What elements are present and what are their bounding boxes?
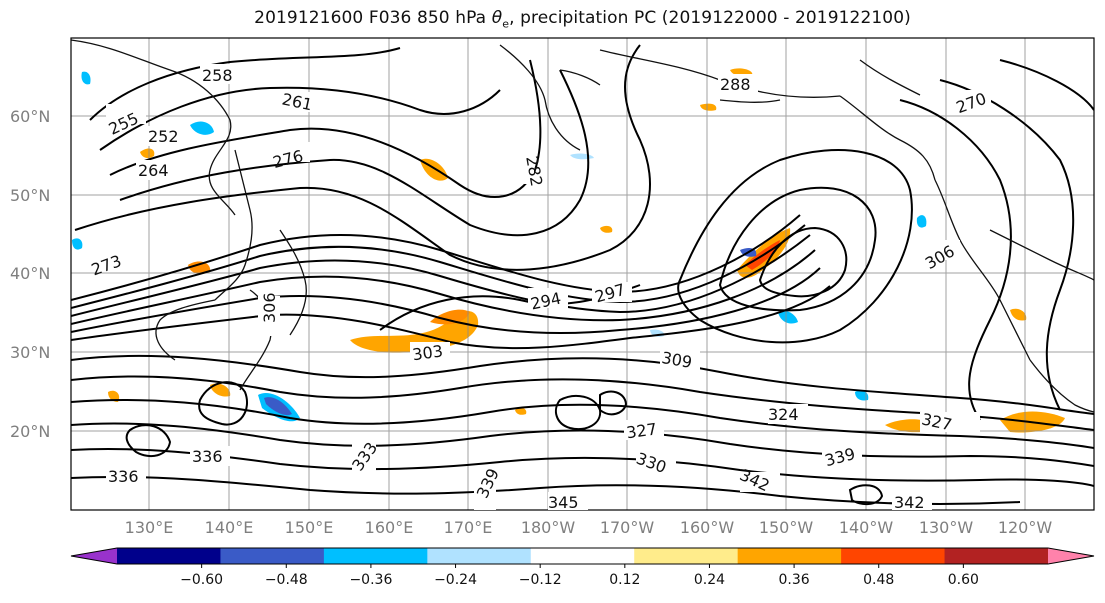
colorbar-segment: [737, 548, 842, 564]
contour-label: 336: [192, 447, 223, 466]
colorbar-extend-high: [1048, 548, 1094, 564]
colorbar-segments: [117, 548, 1049, 564]
colorbar-extend-low: [71, 548, 117, 564]
svg-text:140°E: 140°E: [205, 518, 254, 537]
colorbar-tick-label: −0.12: [519, 572, 562, 588]
contour-label: 324: [768, 405, 799, 424]
contour-label: 264: [138, 161, 169, 180]
contour-label: 342: [894, 493, 925, 512]
colorbar: −0.60 −0.48 −0.36 −0.24 −0.12 0.12 0.24 0.36 0.4…: [70, 547, 1095, 588]
svg-text:160°E: 160°E: [365, 518, 414, 537]
colorbar-tick-label: 0.48: [863, 572, 894, 588]
svg-text:40°N: 40°N: [10, 264, 50, 283]
colorbar-segment: [117, 548, 221, 564]
contour-label: 327: [625, 419, 658, 442]
svg-text:60°N: 60°N: [10, 107, 50, 126]
map-panel: [71, 38, 1094, 510]
svg-text:170°E: 170°E: [444, 518, 493, 537]
colorbar-segment: [944, 548, 1049, 564]
svg-text:180°W: 180°W: [521, 518, 576, 537]
svg-text:30°N: 30°N: [10, 343, 50, 362]
contour-label: 288: [720, 75, 751, 94]
colorbar-segment: [841, 548, 946, 564]
colorbar-tick-label: 0.60: [948, 572, 979, 588]
svg-text:130°W: 130°W: [919, 518, 974, 537]
coastlines: [71, 39, 1094, 413]
colorbar-segment: [323, 548, 428, 564]
svg-text:120°W: 120°W: [998, 518, 1053, 537]
colorbar-tick-label: 0.36: [779, 572, 810, 588]
colorbar-tick-label: −0.48: [265, 572, 308, 588]
lon-labels: 130°E 140°E 150°E 160°E 170°E 180°W 170°…: [125, 518, 1053, 537]
lat-labels: 60°N 50°N 40°N 30°N 20°N: [10, 107, 50, 441]
colorbar-segment: [427, 548, 532, 564]
contour-labels: 258 261 255 252 264 276 282 288 270 273 …: [88, 64, 991, 512]
contour-label: 258: [202, 66, 233, 85]
colorbar-segment: [530, 548, 635, 564]
svg-text:160°W: 160°W: [680, 518, 735, 537]
svg-text:50°N: 50°N: [10, 186, 50, 205]
contour-label: 306: [260, 292, 279, 323]
colorbar-ticks: −0.60 −0.48 −0.36 −0.24 −0.12 0.12 0.24 0.36 0.4…: [180, 564, 979, 588]
svg-text:140°W: 140°W: [839, 518, 894, 537]
svg-text:170°W: 170°W: [600, 518, 655, 537]
colorbar-tick-label: −0.36: [349, 572, 392, 588]
svg-text:150°W: 150°W: [759, 518, 814, 537]
colorbar-segment: [634, 548, 739, 564]
contour-label: 303: [411, 341, 444, 364]
contour-label: 336: [108, 467, 139, 486]
colorbar-segment: [220, 548, 325, 564]
colorbar-tick-label: 0.12: [609, 572, 640, 588]
theta-e-contours: [71, 44, 1094, 506]
svg-text:20°N: 20°N: [10, 422, 50, 441]
map-title: 2019121600 F036 850 hPa θe, precipitatio…: [254, 8, 911, 31]
colorbar-tick-label: 0.24: [694, 572, 725, 588]
svg-text:150°E: 150°E: [285, 518, 334, 537]
contour-label: 252: [148, 127, 179, 146]
svg-text:130°E: 130°E: [125, 518, 174, 537]
colorbar-tick-label: −0.60: [180, 572, 223, 588]
contour-label: 345: [548, 493, 579, 512]
colorbar-tick-label: −0.24: [434, 572, 477, 588]
